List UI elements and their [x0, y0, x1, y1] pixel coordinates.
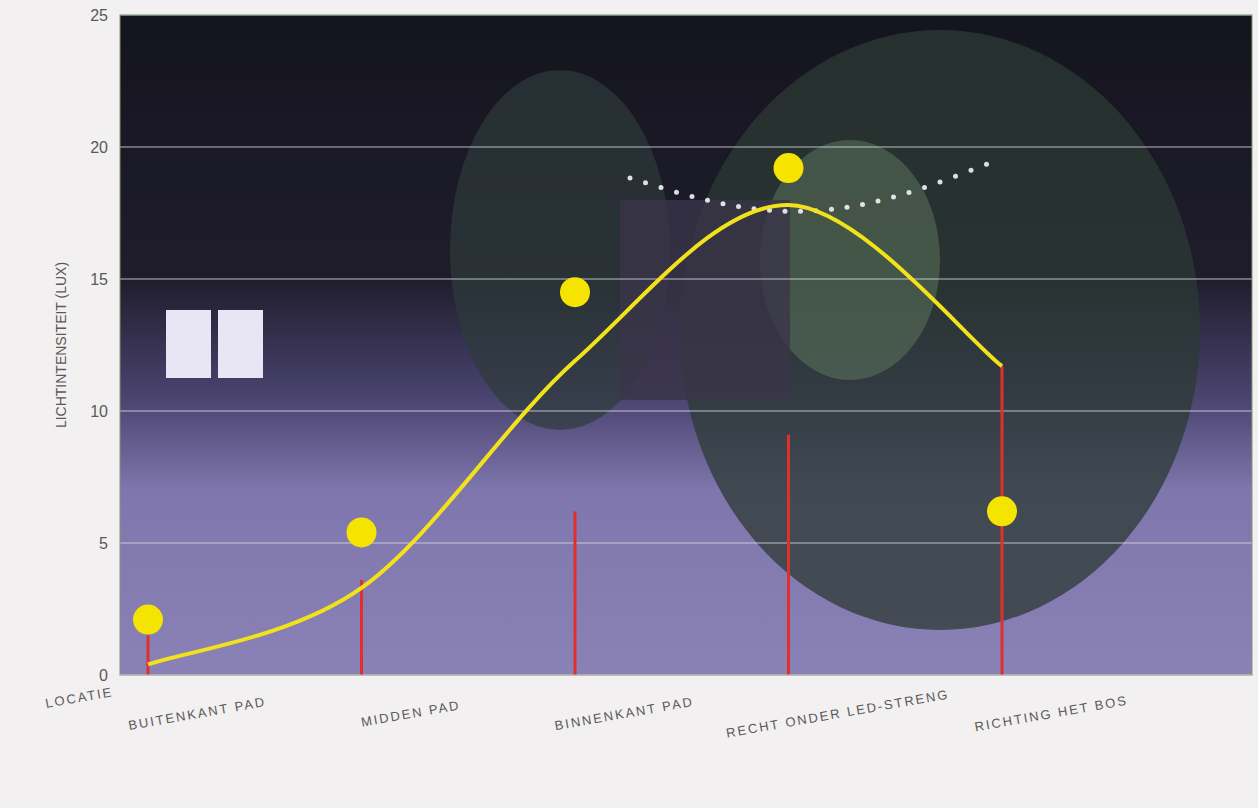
led-light: [891, 195, 896, 200]
y-tick-label: 25: [90, 7, 108, 24]
bar: [574, 511, 577, 675]
led-light: [922, 185, 927, 190]
led-light: [721, 201, 726, 206]
x-axis-title: LOCATIE: [44, 684, 114, 711]
grid-line: [120, 675, 1252, 676]
grid-line: [120, 411, 1252, 412]
y-tick-label: 5: [99, 535, 108, 552]
x-tick-label: BINNENKANT PAD: [554, 694, 695, 733]
led-light: [705, 198, 710, 203]
led-light: [690, 194, 695, 199]
led-light: [860, 202, 865, 207]
y-tick-label: 15: [90, 271, 108, 288]
x-tick-label: RECHT ONDER LED-STRENG: [725, 687, 951, 741]
led-light: [953, 174, 958, 179]
led-light: [674, 190, 679, 195]
point: [133, 605, 163, 635]
y-tick-label: 0: [99, 667, 108, 684]
grid-line: [120, 543, 1252, 544]
bar: [147, 635, 150, 675]
trend-line: [148, 205, 1002, 664]
led-light: [659, 185, 664, 190]
led-light: [876, 199, 881, 204]
led-light: [643, 180, 648, 185]
x-axis: [120, 675, 1252, 676]
gate: [620, 200, 790, 400]
grid-line: [120, 147, 1252, 148]
eye-chart: [166, 310, 211, 378]
bar: [787, 435, 790, 675]
x-tick-label: BUITENKANT PAD: [127, 694, 267, 733]
point: [560, 277, 590, 307]
plot-frame: [120, 15, 1252, 675]
grid-line: [120, 279, 1252, 280]
y-axis-title: LICHTINTENSITEIT (LUX): [53, 262, 69, 428]
point: [774, 153, 804, 183]
led-light: [984, 162, 989, 167]
led-light: [969, 168, 974, 173]
led-light: [783, 209, 788, 214]
bar: [360, 580, 363, 675]
led-light: [628, 176, 633, 181]
led-light: [907, 190, 912, 195]
led-light: [798, 209, 803, 214]
x-tick-label: MIDDEN PAD: [360, 697, 462, 729]
led-light: [736, 204, 741, 209]
led-light: [829, 207, 834, 212]
x-tick-label: RICHTING HET BOS: [973, 693, 1129, 735]
marks: [133, 153, 1017, 675]
plot-area: [120, 15, 1252, 675]
chart: 0 5 10 15 20 25 BUITENKANT PAD MIDDEN PAD BINNEN…: [0, 0, 1258, 808]
point: [347, 517, 377, 547]
plot-background: [120, 15, 1252, 675]
y-tick-label: 20: [90, 139, 108, 156]
background: [0, 0, 1258, 808]
point: [987, 496, 1017, 526]
eye-chart: [218, 310, 263, 378]
led-light: [845, 205, 850, 210]
led-light: [938, 179, 943, 184]
y-tick-label: 10: [90, 403, 108, 420]
